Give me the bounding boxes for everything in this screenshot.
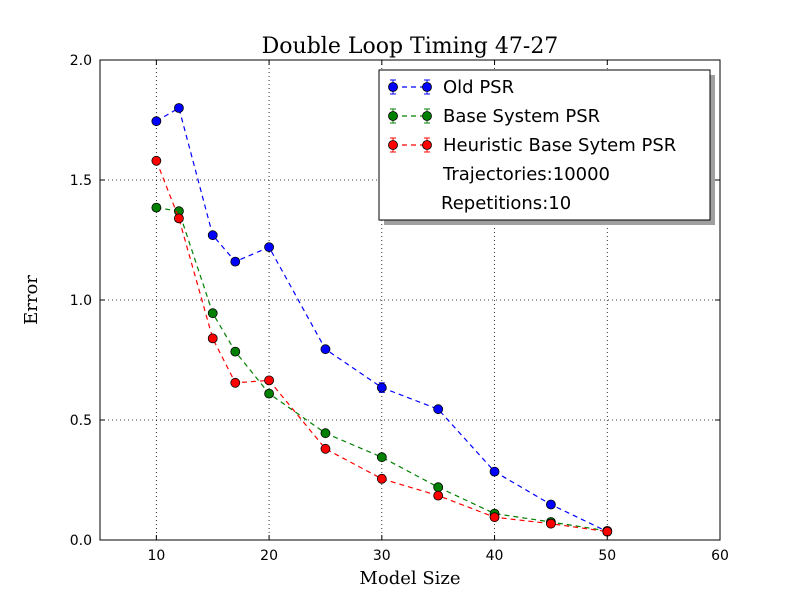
data-point [489,466,500,477]
data-point [230,256,241,267]
data-point [489,512,500,523]
data-point [207,230,218,241]
y-tick-label: 1.5 [70,173,92,189]
data-point [151,202,162,213]
legend-label: Old PSR [443,77,514,98]
data-point [151,155,162,166]
data-point [602,526,613,537]
legend-entry: Old PSR [388,77,514,98]
y-tick-label: 0.5 [70,413,92,429]
data-point [320,344,331,355]
legend-marker [388,82,398,92]
data-point [320,428,331,439]
data-point [207,308,218,319]
y-tick-label: 0.0 [70,533,92,549]
data-point [230,346,241,357]
chart-title: Double Loop Timing 47-27 [262,34,559,59]
data-point [320,443,331,454]
legend-entry: Heuristic Base Sytem PSR [388,135,676,156]
data-point [376,382,387,393]
x-tick-label: 30 [373,548,391,564]
legend-marker [388,140,398,150]
data-point [376,452,387,463]
legend-note-trajectories: Trajectories:10000 [442,164,610,185]
data-point [264,375,274,386]
x-tick-label: 60 [711,548,729,564]
legend-entry: Base System PSR [388,106,600,127]
x-tick-label: 40 [486,548,504,564]
legend: Old PSR Base System PSR Heuristic Base Syt… [378,69,715,225]
x-tick-label: 10 [147,548,165,564]
data-point [546,499,556,510]
legend-label: Heuristic Base Sytem PSR [443,135,676,156]
axis-ticks: 10 20 30 40 50 60 0.0 0.5 1.0 1.5 2.0 [70,53,729,564]
legend-note-repetitions: Repetitions:10 [441,193,571,214]
data-point [433,482,444,493]
data-point [264,242,274,253]
data-point [174,103,184,113]
legend-marker [422,111,432,121]
x-axis-label: Model Size [359,568,460,589]
y-axis-label: Error [21,275,42,325]
y-tick-label: 1.0 [70,293,92,309]
data-point [207,333,218,344]
x-tick-label: 20 [260,548,278,564]
data-point [174,213,184,224]
series-layer [151,103,613,537]
legend-marker [422,82,432,92]
data-point [433,404,444,415]
data-point [151,116,162,127]
x-tick-label: 50 [598,548,616,564]
data-point [230,377,241,388]
y-tick-label: 2.0 [70,53,92,69]
legend-label: Base System PSR [443,106,600,127]
legend-box [378,69,711,221]
series-line [155,160,608,533]
data-point [433,490,444,501]
legend-marker [422,140,432,150]
data-point [546,518,556,529]
legend-entries: Old PSR Base System PSR Heuristic Base Syt… [388,77,676,156]
series-2 [151,155,613,537]
data-point [376,473,387,484]
legend-marker [388,111,398,121]
data-point [264,388,274,399]
